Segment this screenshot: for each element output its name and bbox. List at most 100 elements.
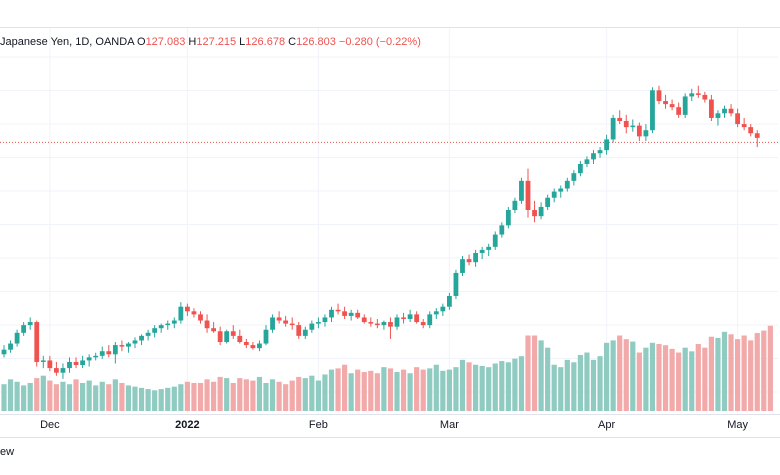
candle <box>512 197 518 214</box>
candle <box>355 309 361 319</box>
volume-bar <box>708 336 714 411</box>
candle <box>748 124 754 137</box>
x-tick-label: Mar <box>440 419 459 431</box>
legend-high-label: H <box>188 36 197 48</box>
candle-body <box>54 368 59 373</box>
candle <box>466 254 472 266</box>
candle-body <box>453 272 459 296</box>
candle-body <box>263 329 269 344</box>
candle-body <box>571 173 577 181</box>
candle <box>243 338 249 349</box>
candle <box>519 177 524 204</box>
volume-bar <box>466 362 472 411</box>
candle-body <box>643 130 649 137</box>
candle-body <box>230 331 236 336</box>
candle-body <box>47 360 53 369</box>
candle <box>361 314 367 324</box>
candle-body <box>211 328 216 332</box>
candle <box>505 206 511 229</box>
volume-bar <box>73 379 79 411</box>
candle-body <box>132 340 138 344</box>
candle <box>447 292 452 310</box>
candle-body <box>93 355 99 358</box>
candle-body <box>512 200 518 211</box>
candle-body <box>139 335 144 341</box>
candle-body <box>322 317 328 323</box>
candle-body <box>748 127 754 134</box>
candle <box>702 91 708 103</box>
volume-bar <box>676 352 682 411</box>
volume-bar <box>152 390 158 411</box>
volume-bar <box>643 347 649 411</box>
volume-bar <box>40 375 46 411</box>
volume-bar <box>315 380 321 411</box>
candle <box>617 110 623 125</box>
candle-body <box>342 311 347 316</box>
candle-body <box>40 360 46 362</box>
candle <box>158 323 164 333</box>
volume-bar <box>27 382 33 411</box>
candle-body <box>191 311 197 315</box>
candle-body <box>185 306 190 312</box>
candle-body <box>401 317 406 319</box>
candle-body <box>591 153 596 160</box>
candle-body <box>14 332 20 344</box>
candle <box>119 340 125 352</box>
volume-bar <box>571 362 577 411</box>
candle-layer <box>1 85 760 379</box>
candle <box>342 306 347 319</box>
candle <box>217 326 223 346</box>
candle-body <box>492 234 498 247</box>
candle-body <box>551 191 557 198</box>
candle <box>715 110 721 126</box>
candle <box>60 363 66 379</box>
candle <box>388 317 393 339</box>
candle-body <box>388 322 393 327</box>
volume-bar <box>374 373 380 411</box>
candle <box>597 147 603 158</box>
candle-body <box>578 163 583 174</box>
candle <box>80 355 85 369</box>
candle <box>453 269 459 300</box>
candle-body <box>427 314 433 326</box>
candle <box>27 317 33 330</box>
volume-bar <box>518 356 525 411</box>
volume-bar <box>669 348 675 411</box>
candle-body <box>617 117 623 121</box>
volume-bar <box>420 369 426 411</box>
candle <box>479 246 485 260</box>
candle-body <box>335 309 341 312</box>
volume-bar <box>721 331 728 411</box>
candle-body <box>73 361 79 366</box>
candle-body <box>198 314 203 321</box>
volume-bar <box>754 333 760 411</box>
candle-body <box>460 259 465 273</box>
volume-bar <box>499 361 505 411</box>
candle-body <box>165 323 171 326</box>
candle-body <box>257 343 262 349</box>
candle <box>368 317 374 327</box>
volume-bar <box>407 373 413 411</box>
candle <box>630 119 636 132</box>
candle-body <box>99 351 105 356</box>
candle <box>191 308 197 318</box>
volume-bar <box>322 374 328 411</box>
candle-body <box>243 342 249 346</box>
candle-body <box>519 180 524 201</box>
legend-close-value: 126.803 <box>296 36 336 48</box>
candle <box>132 337 138 349</box>
candle-body <box>106 351 112 355</box>
x-axis: Dec 2022 Feb Mar Apr May <box>0 414 780 438</box>
candle-body <box>663 101 668 105</box>
candle <box>257 340 262 352</box>
volume-bar <box>715 337 721 411</box>
volume-bar <box>217 376 223 411</box>
volume-bar <box>656 344 662 411</box>
candle <box>198 311 203 324</box>
volume-bar <box>761 330 767 411</box>
volume-bar <box>427 368 433 411</box>
volume-bar <box>93 385 99 411</box>
candle-body <box>34 322 40 362</box>
